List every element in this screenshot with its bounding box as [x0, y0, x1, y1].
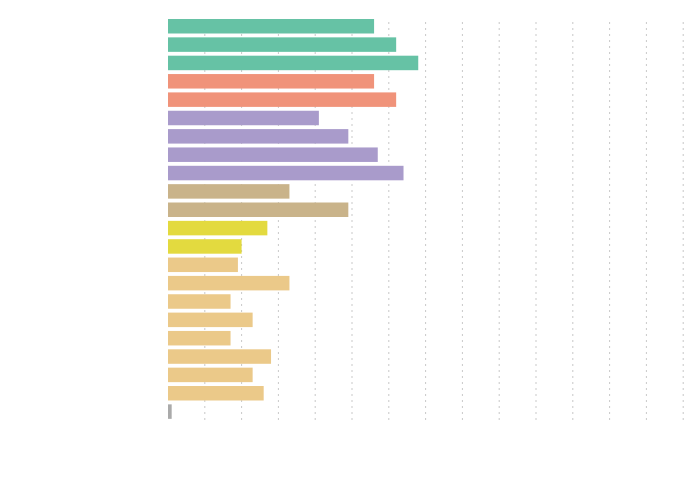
bar — [168, 367, 253, 383]
bar — [168, 37, 397, 52]
bar — [168, 165, 404, 181]
bar — [168, 220, 268, 236]
bar — [168, 404, 172, 419]
bar — [168, 275, 290, 291]
bar — [168, 202, 349, 217]
bar — [168, 92, 397, 107]
bar — [168, 129, 349, 144]
bar — [168, 257, 238, 273]
bar — [168, 312, 253, 328]
bar — [168, 386, 264, 401]
grid-lines — [204, 22, 684, 420]
bar — [168, 19, 375, 34]
bar — [168, 294, 231, 309]
bar — [168, 147, 378, 162]
bar — [168, 55, 419, 71]
bar — [168, 330, 231, 346]
bars-group — [168, 19, 419, 419]
bar — [168, 74, 375, 89]
bar — [168, 184, 290, 199]
bar — [168, 349, 272, 364]
bar — [168, 239, 242, 254]
bar — [168, 110, 319, 126]
